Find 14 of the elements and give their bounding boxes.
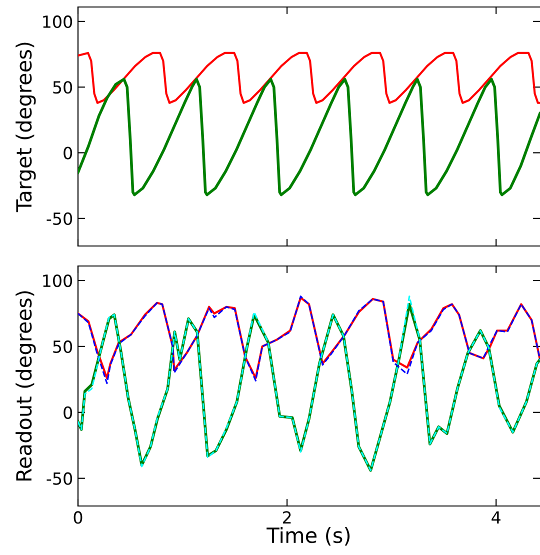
y-tick-label: 50 [53,340,72,354]
x-tick-label: 2 [282,511,291,524]
y-tick-label: -50 [46,212,72,225]
x-tick-label: 0 [74,511,82,524]
y-tick-label: 50 [53,81,72,94]
y-tick-label: -50 [46,472,72,485]
y-tick-label: 100 [43,15,72,28]
y-axis-title: Target (degrees) [16,42,36,212]
y-tick-label: 0 [64,406,72,419]
x-axis-title: Time (s) [266,526,350,546]
y-tick-label: 0 [64,146,72,160]
y-axis-title: Readout (degrees) [16,291,36,481]
x-tick-label: 4 [492,511,500,524]
y-tick-label: 100 [43,274,72,288]
